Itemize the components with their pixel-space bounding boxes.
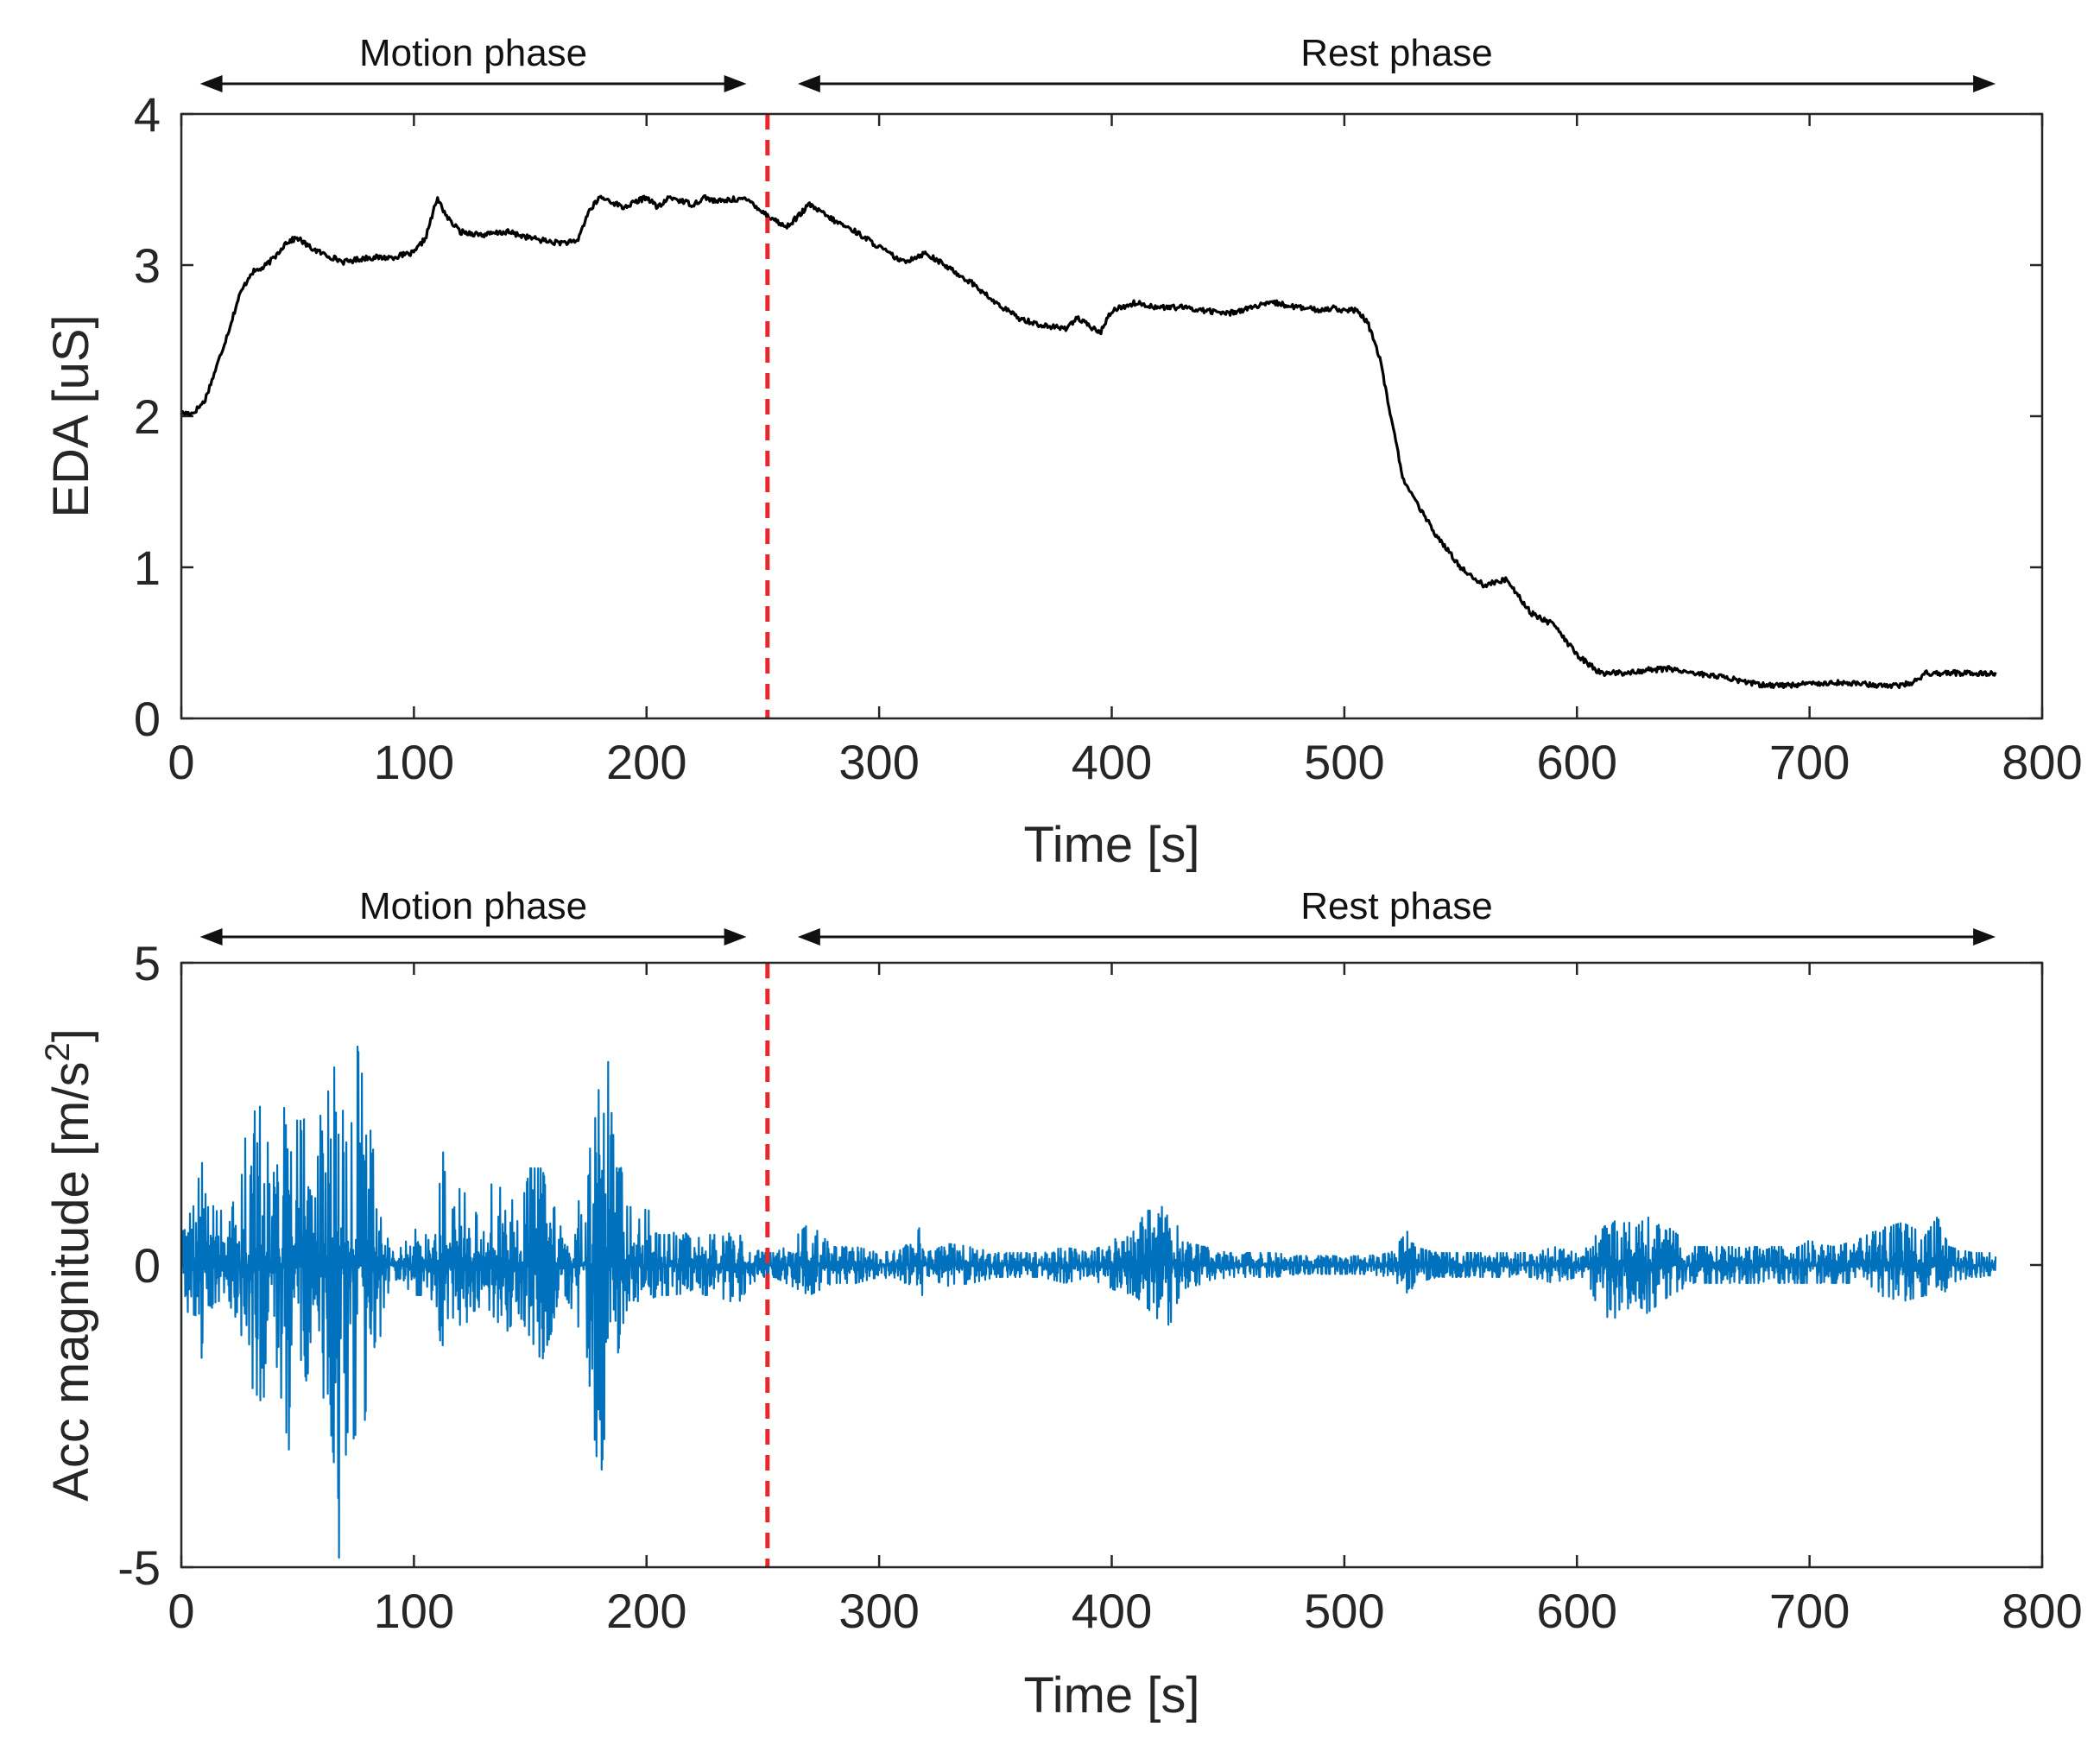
motion-phase-arrow-right-head [724,75,747,92]
x-tick-label: 300 [838,1584,919,1638]
motion-phase-arrow-right-head [724,928,747,946]
y-tick-label: 2 [134,389,161,444]
x-tick-label: 100 [374,735,454,789]
motion-phase-arrow-left-head [199,928,223,946]
y-tick-label: 0 [134,692,161,746]
x-tick-label: 400 [1072,1584,1152,1638]
x-tick-label: 200 [606,1584,686,1638]
x-tick-label: 700 [1769,735,1850,789]
x-tick-label: 800 [2002,1584,2082,1638]
y-tick-label: 1 [134,541,161,595]
x-tick-label: 100 [374,1584,454,1638]
rest-phase-label: Rest phase [1300,32,1493,74]
eda-x-axis-title: Time [s] [1023,817,1199,873]
y-tick-label: 5 [134,936,161,990]
y-tick-label: 3 [134,238,161,293]
x-tick-label: 600 [1537,735,1617,789]
rest-phase-arrow-left-head [797,928,820,946]
x-tick-label: 0 [168,1584,194,1638]
x-tick-label: 700 [1769,1584,1850,1638]
phase-annotations: Motion phase Rest phase [199,885,1996,946]
x-tick-label: 500 [1304,735,1384,789]
acc-chart: Motion phase Rest phase 0 100 200 300 400 500… [39,885,2083,1724]
rest-phase-arrow-right-head [1973,928,1996,946]
rest-phase-arrow-left-head [797,75,820,92]
motion-phase-label: Motion phase [359,885,587,927]
eda-chart: Motion phase Rest phase 0 100 200 300 400 500… [43,32,2083,873]
y-tick-label: 4 [134,87,161,142]
y-tick-label: -5 [117,1540,161,1595]
eda-axes-box [180,112,2044,720]
x-tick-label: 400 [1072,735,1152,789]
x-tick-label: 500 [1304,1584,1384,1638]
y-tick-label: 0 [134,1238,161,1293]
acc-y-axis-title-end: ] [43,1028,99,1042]
rest-phase-label: Rest phase [1300,885,1493,927]
motion-phase-arrow-left-head [199,75,223,92]
rest-phase-arrow-right-head [1973,75,1996,92]
x-tick-label: 800 [2002,735,2082,789]
eda-axis-ticks: 0 100 200 300 400 500 600 700 800 0 1 2 3 4 [134,87,2083,789]
acc-series-line [180,1045,1997,1559]
eda-series-line [180,194,1997,689]
acc-axis-ticks: 0 100 200 300 400 500 600 700 800-505 [117,936,2083,1638]
eda-y-axis-title: EDA [uS] [43,314,99,517]
acc-y-axis-title-main: Acc magnitude [m/s [43,1062,99,1502]
acc-y-axis-title-superscript: 2 [39,1042,77,1061]
acc-y-axis-title: Acc magnitude [m/s2] [39,1028,99,1502]
motion-phase-label: Motion phase [359,32,587,74]
x-tick-label: 300 [838,735,919,789]
acc-x-axis-title: Time [s] [1023,1667,1199,1724]
x-tick-label: 600 [1537,1584,1617,1638]
x-tick-label: 200 [606,735,686,789]
acc-axes-box [180,961,2044,1569]
phase-annotations: Motion phase Rest phase [199,32,1996,92]
x-tick-label: 0 [168,735,194,789]
